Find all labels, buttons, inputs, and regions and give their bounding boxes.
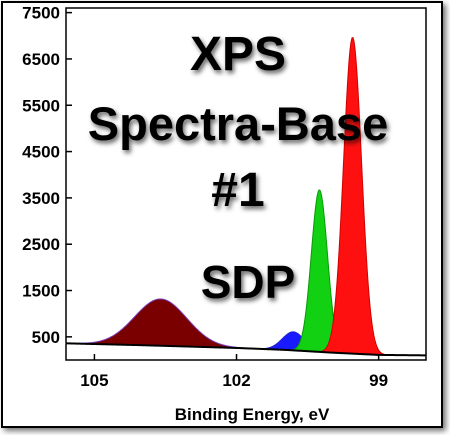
y-tick-label-3500: 3500	[22, 189, 60, 208]
y-tick-label-6500: 6500	[22, 50, 60, 69]
x-tick-label-99: 99	[369, 371, 388, 390]
x-tick-label-105: 105	[80, 371, 108, 390]
chart-title-line-4: SDP	[201, 256, 296, 308]
y-tick-label-500: 500	[32, 328, 60, 347]
chart-title-line-1: XPS	[190, 28, 286, 81]
background-line	[65, 342, 427, 357]
chart-title-group: XPS Spectra-Base #1 SDP	[88, 28, 388, 308]
x-axis-label: Binding Energy, eV	[175, 405, 330, 424]
envelope-layer	[65, 342, 427, 357]
y-tick-label-5500: 5500	[22, 96, 60, 115]
y-tick-label-7500: 7500	[22, 4, 60, 23]
y-tick-label-1500: 1500	[22, 282, 60, 301]
chart-title-line-2: Spectra-Base	[88, 97, 388, 150]
y-axis: 500 1500 2500 3500 4500 5500 6500 7500	[22, 4, 72, 347]
y-tick-label-2500: 2500	[22, 235, 60, 254]
chart-title-line-3: #1	[211, 164, 264, 217]
x-tick-label-102: 102	[222, 371, 250, 390]
y-tick-label-4500: 4500	[22, 143, 60, 162]
x-axis: 105 102 99	[80, 354, 388, 390]
